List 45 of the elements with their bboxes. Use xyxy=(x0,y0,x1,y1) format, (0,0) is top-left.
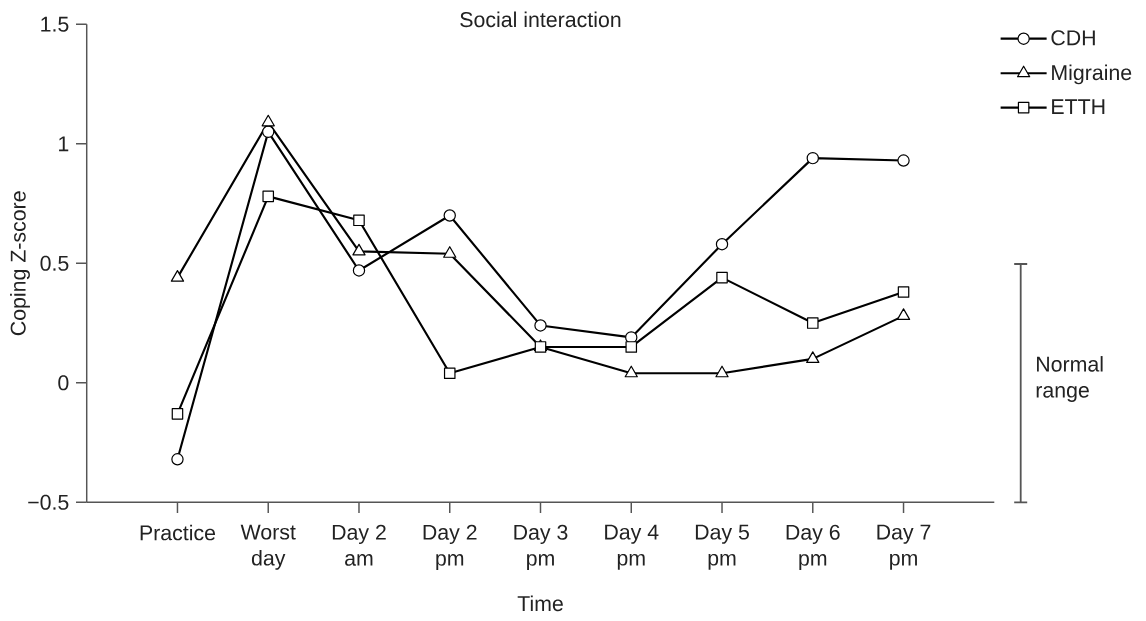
x-tick-label: Practice xyxy=(140,524,216,541)
point xyxy=(171,408,184,420)
chart-title: Social interaction xyxy=(460,11,621,28)
legend-label: CDH xyxy=(1051,30,1095,46)
x-axis-title: Time xyxy=(517,595,563,612)
point xyxy=(715,365,729,378)
point xyxy=(353,214,365,227)
point xyxy=(443,209,456,222)
point xyxy=(716,271,728,284)
point xyxy=(170,270,185,282)
point xyxy=(624,365,638,378)
point xyxy=(443,246,457,258)
point xyxy=(715,237,729,251)
point xyxy=(262,190,275,203)
x-tick-label: Day 6 pm xyxy=(786,524,840,571)
y-tick-label: 1.5 xyxy=(41,16,69,32)
x-tick-label: Day 7 pm xyxy=(877,524,931,570)
point xyxy=(352,264,366,277)
point xyxy=(806,351,820,363)
y-tick-label: 0.5 xyxy=(40,255,69,271)
x-tick-label: Day 5 pm xyxy=(695,524,749,570)
x-tick-label: Day 4 pm xyxy=(605,524,659,570)
x-tick-label: Day 2 am xyxy=(332,524,386,566)
legend-label: ETTH xyxy=(1052,99,1105,114)
y-tick-label: −0.5 xyxy=(28,494,69,510)
x-tick-label: Day 2 pm xyxy=(423,524,477,571)
point xyxy=(896,308,911,320)
point xyxy=(897,154,910,167)
point xyxy=(806,317,819,329)
point xyxy=(625,341,638,353)
x-tick-label: Worst day xyxy=(240,524,296,570)
text: Normal range xyxy=(1036,356,1103,402)
y-axis-title: Coping Z-score xyxy=(10,191,30,336)
y-tick-label: 1 xyxy=(59,136,69,152)
point xyxy=(262,125,275,139)
x-tick-label: Day 3 pm xyxy=(514,524,568,571)
point xyxy=(171,453,184,466)
point xyxy=(534,319,547,332)
point xyxy=(897,286,910,298)
point xyxy=(352,243,366,256)
point xyxy=(443,367,456,380)
legend-label: Migraine xyxy=(1052,64,1132,85)
y-tick-label: 0 xyxy=(58,375,69,391)
point xyxy=(806,151,819,165)
point xyxy=(261,114,275,127)
